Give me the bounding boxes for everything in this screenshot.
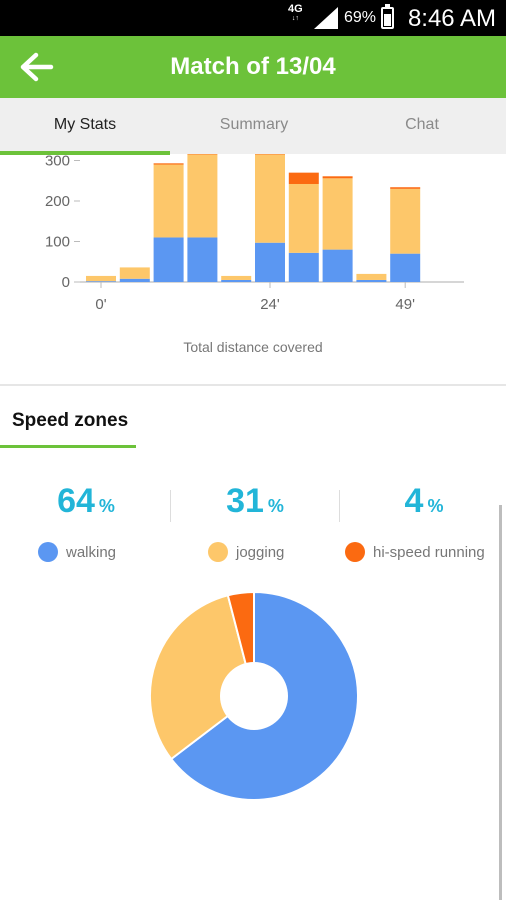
bar-hi-speed-running bbox=[153, 163, 184, 165]
app-bar: Match of 13/04 bbox=[0, 36, 506, 98]
bar-walking bbox=[153, 237, 184, 282]
bar-jogging bbox=[356, 273, 387, 280]
battery-percent: 69% bbox=[344, 9, 377, 26]
bar-jogging bbox=[153, 164, 184, 238]
bar-walking bbox=[356, 279, 387, 282]
distance-chart-container: 0 100 200 300 0' 24' 49' bbox=[0, 154, 506, 384]
bar-jogging bbox=[390, 188, 421, 254]
speed-zones-title: Speed zones bbox=[12, 410, 129, 431]
section-divider bbox=[0, 384, 506, 386]
donut-hole bbox=[220, 662, 288, 730]
clock: 8:46 AM bbox=[407, 5, 496, 32]
bar-walking bbox=[255, 242, 285, 282]
bar-jogging bbox=[119, 267, 150, 279]
active-tab-indicator bbox=[0, 151, 170, 155]
bar-jogging bbox=[221, 275, 252, 280]
distance-bar-chart: 0 100 200 300 0' 24' 49' bbox=[45, 154, 464, 313]
stat-hi-speed: 4% bbox=[340, 482, 506, 521]
stat-hi-speed-value: 4 bbox=[404, 482, 424, 520]
slice-jogging bbox=[149, 594, 256, 761]
hi-speed-color-dot bbox=[345, 542, 365, 562]
tab-summary[interactable]: Summary bbox=[219, 116, 289, 133]
signal-icon bbox=[314, 7, 338, 29]
network-indicator: 4G ↓↑ bbox=[288, 4, 303, 23]
y-tick-label: 0 bbox=[62, 274, 70, 291]
legend-walking: walking bbox=[38, 540, 116, 564]
bar-jogging bbox=[187, 154, 218, 238]
chart-caption: Total distance covered bbox=[183, 339, 323, 355]
bar-hi-speed-running bbox=[390, 187, 421, 189]
bar-walking bbox=[187, 237, 218, 282]
legend-hi-speed: hi-speed running bbox=[345, 540, 485, 564]
legend-walking-label: walking bbox=[66, 543, 117, 561]
x-tick-label: 24' bbox=[260, 296, 280, 313]
y-tick-label: 100 bbox=[45, 234, 70, 251]
stat-hi-speed-pct: % bbox=[427, 496, 444, 516]
speed-zones-underline bbox=[0, 445, 136, 448]
bar-jogging bbox=[255, 154, 285, 243]
arrow-left-icon[interactable] bbox=[20, 52, 54, 82]
scrollbar[interactable] bbox=[499, 505, 502, 900]
jogging-color-dot bbox=[208, 542, 228, 562]
stat-separator bbox=[170, 490, 171, 522]
stat-walking-pct: % bbox=[98, 496, 115, 516]
walking-color-dot bbox=[38, 542, 58, 562]
bar-jogging bbox=[322, 178, 353, 250]
y-tick-label: 300 bbox=[45, 154, 70, 170]
y-tick-label: 200 bbox=[45, 193, 70, 210]
x-tick-label: 49' bbox=[395, 296, 415, 313]
legend-jogging: jogging bbox=[208, 540, 284, 564]
tab-bar: My Stats Summary Chat bbox=[0, 98, 506, 154]
stat-jogging-value: 31 bbox=[226, 482, 264, 520]
stat-walking-value: 64 bbox=[57, 482, 95, 520]
stat-jogging: 31% bbox=[171, 482, 339, 521]
tab-chat[interactable]: Chat bbox=[405, 116, 439, 133]
stat-jogging-pct: % bbox=[267, 496, 284, 516]
bar-walking bbox=[86, 281, 116, 282]
bar-walking bbox=[119, 278, 150, 282]
stat-separator bbox=[339, 490, 340, 522]
speed-zones-donut-chart bbox=[149, 590, 359, 801]
bar-walking bbox=[390, 253, 421, 282]
bar-hi-speed-running bbox=[322, 176, 353, 179]
bar-walking bbox=[221, 279, 252, 282]
bar-walking bbox=[322, 249, 353, 282]
bar-jogging bbox=[288, 183, 319, 253]
legend-hi-speed-label: hi-speed running bbox=[373, 543, 485, 561]
status-bar: 4G ↓↑ 69% 8:46 AM bbox=[0, 0, 506, 36]
x-tick-label: 0' bbox=[95, 296, 106, 313]
legend-jogging-label: jogging bbox=[236, 543, 285, 561]
network-activity: ↓↑ bbox=[291, 15, 299, 22]
page-title: Match of 13/04 bbox=[170, 53, 336, 80]
bar-walking bbox=[288, 252, 319, 282]
bar-jogging bbox=[86, 275, 116, 282]
stat-walking: 64% bbox=[2, 482, 170, 521]
network-type: 4G bbox=[288, 3, 303, 15]
bar-hi-speed-running bbox=[288, 172, 319, 184]
battery-icon bbox=[381, 4, 394, 29]
tab-my-stats[interactable]: My Stats bbox=[53, 116, 117, 133]
